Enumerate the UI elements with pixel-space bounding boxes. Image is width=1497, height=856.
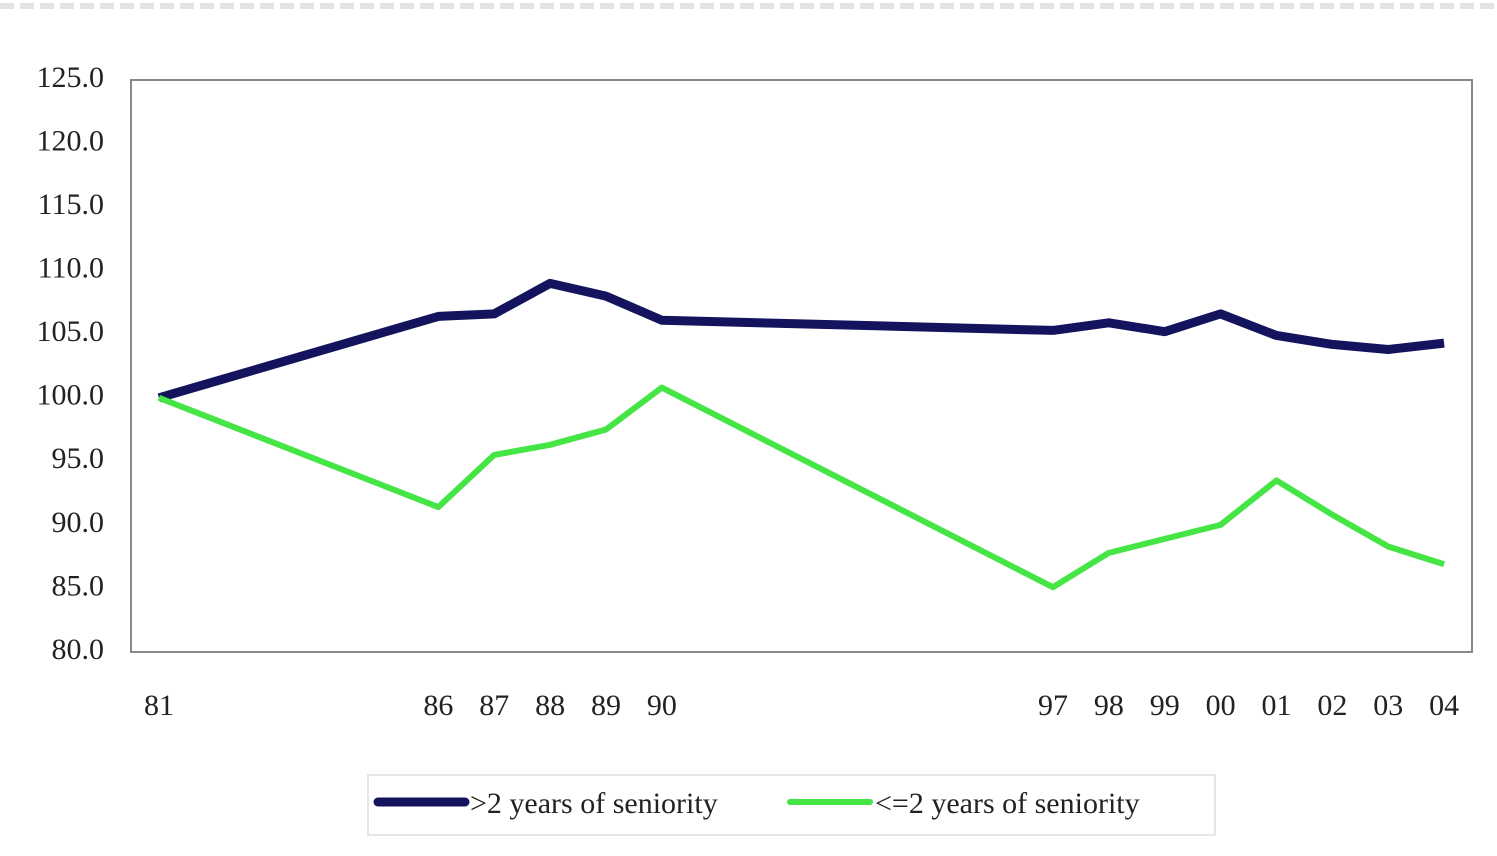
x-tick-label: 97 (1038, 689, 1068, 722)
x-tick-label: 89 (591, 689, 621, 722)
x-tick-label: 87 (479, 689, 509, 722)
plot-frame (130, 79, 1473, 653)
y-tick-label: 95.0 (52, 442, 105, 475)
legend-box (367, 774, 1216, 836)
y-tick-label: 110.0 (38, 252, 104, 285)
legend-label: >2 years of seniority (470, 787, 718, 820)
legend-label: <=2 years of seniority (875, 787, 1140, 820)
y-tick-label: 105.0 (37, 315, 105, 348)
y-tick-label: 100.0 (37, 379, 105, 412)
x-tick-label: 03 (1373, 689, 1403, 722)
x-tick-label: 90 (647, 689, 677, 722)
series-line (157, 278, 1445, 403)
y-tick-label: 115.0 (38, 188, 104, 221)
y-tick-label: 125.0 (37, 61, 105, 94)
x-tick-label: 00 (1206, 689, 1236, 722)
x-tick-label: 86 (423, 689, 453, 722)
x-tick-label: 02 (1317, 689, 1347, 722)
series-line (157, 384, 1445, 591)
x-tick-label: 98 (1094, 689, 1124, 722)
x-tick-label: 01 (1261, 689, 1291, 722)
x-tick-label: 88 (535, 689, 565, 722)
y-tick-label: 85.0 (52, 569, 105, 602)
y-tick-label: 90.0 (52, 506, 105, 539)
x-tick-label: 81 (144, 689, 174, 722)
x-tick-label: 04 (1429, 689, 1459, 722)
x-tick-label: 99 (1150, 689, 1180, 722)
y-tick-label: 80.0 (52, 633, 105, 666)
y-tick-label: 120.0 (37, 124, 105, 157)
